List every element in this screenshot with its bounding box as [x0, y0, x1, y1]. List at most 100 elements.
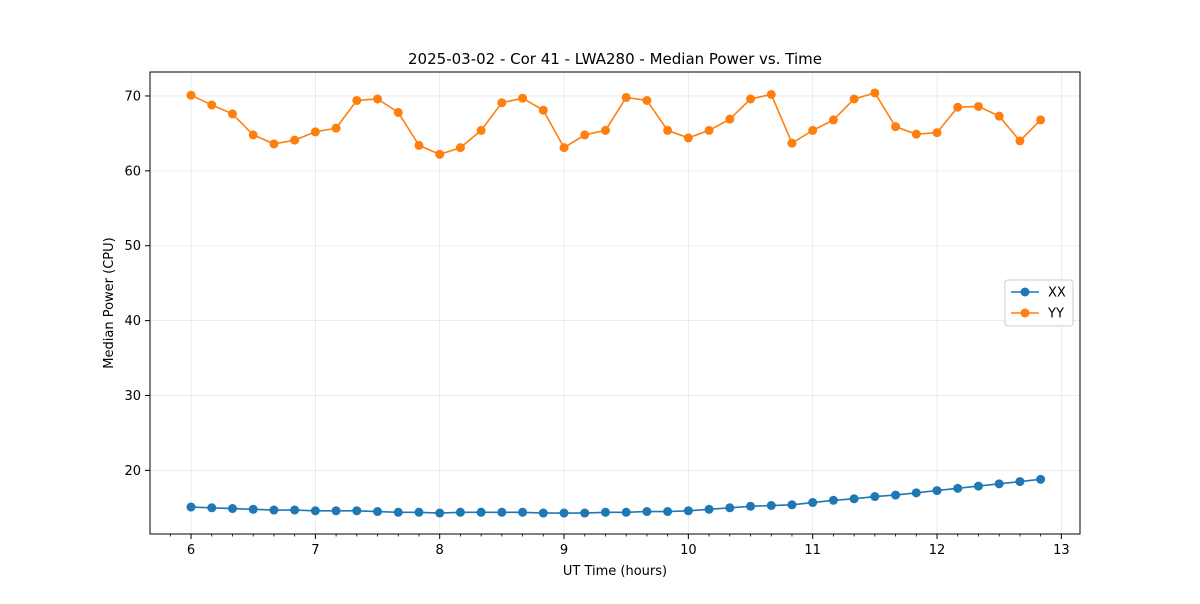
data-point-yy — [331, 123, 341, 133]
y-axis-label: Median Power (CPU) — [102, 237, 117, 368]
data-point-yy — [559, 143, 569, 153]
data-point-yy — [269, 139, 279, 149]
legend: XX YY — [1004, 279, 1074, 327]
data-point-yy — [373, 94, 383, 104]
data-point-yy — [849, 94, 859, 104]
data-point-yy — [973, 101, 983, 111]
data-point-xx — [248, 504, 258, 514]
data-point-xx — [269, 505, 279, 515]
data-point-xx — [746, 501, 756, 511]
data-point-yy — [911, 129, 921, 139]
data-point-yy — [455, 143, 465, 153]
x-tick-label: 11 — [804, 543, 821, 558]
data-point-yy — [227, 109, 237, 119]
legend-item-xx: XX — [1011, 286, 1066, 301]
data-point-yy — [600, 125, 610, 135]
data-point-xx — [642, 507, 652, 517]
data-point-xx — [973, 481, 983, 491]
data-point-xx — [290, 505, 300, 515]
data-point-yy — [683, 133, 693, 143]
data-point-xx — [518, 507, 528, 517]
data-point-xx — [849, 494, 859, 504]
data-point-yy — [1036, 115, 1046, 125]
y-tick-label: 40 — [124, 314, 141, 329]
data-point-xx — [227, 504, 237, 514]
x-tick-label: 8 — [436, 543, 444, 558]
data-point-yy — [497, 98, 507, 108]
y-tick-label: 70 — [124, 89, 141, 104]
series-yy — [186, 88, 1046, 159]
data-point-xx — [725, 503, 735, 513]
legend-label-xx: XX — [1048, 286, 1066, 301]
x-tick-label: 12 — [929, 543, 946, 558]
data-point-xx — [808, 498, 818, 508]
data-point-xx — [538, 508, 548, 518]
data-point-yy — [310, 127, 320, 137]
y-tick-label: 60 — [124, 164, 141, 179]
data-point-yy — [1015, 136, 1025, 146]
data-point-yy — [580, 130, 590, 140]
data-point-xx — [870, 492, 880, 502]
legend-marker-xx — [1020, 287, 1030, 297]
data-point-xx — [953, 483, 963, 493]
data-point-xx — [891, 490, 901, 500]
data-point-xx — [766, 501, 776, 511]
data-point-xx — [207, 503, 217, 513]
data-point-xx — [186, 502, 196, 512]
data-point-xx — [310, 506, 320, 516]
data-point-xx — [911, 488, 921, 498]
data-point-xx — [787, 500, 797, 510]
data-point-yy — [953, 102, 963, 112]
data-point-yy — [393, 107, 403, 117]
x-tick-label: 13 — [1053, 543, 1070, 558]
x-axis-label: UT Time (hours) — [563, 564, 667, 579]
series-layer — [186, 88, 1046, 518]
data-point-yy — [290, 135, 300, 145]
data-point-xx — [476, 507, 486, 517]
grid-lines — [150, 72, 1080, 534]
data-point-yy — [518, 93, 528, 103]
data-point-xx — [704, 504, 714, 514]
data-point-xx — [621, 507, 631, 517]
data-point-yy — [414, 140, 424, 150]
data-point-xx — [497, 507, 507, 517]
y-tick-label: 20 — [124, 464, 141, 479]
data-point-xx — [352, 506, 362, 516]
data-point-yy — [994, 111, 1004, 121]
data-point-xx — [331, 506, 341, 516]
data-point-yy — [828, 115, 838, 125]
data-point-xx — [455, 507, 465, 517]
data-point-yy — [435, 149, 445, 159]
data-point-xx — [994, 479, 1004, 489]
data-point-yy — [207, 100, 217, 110]
legend-label-yy: YY — [1047, 307, 1064, 322]
x-tick-label: 6 — [187, 543, 195, 558]
data-point-xx — [932, 486, 942, 496]
data-point-yy — [248, 130, 258, 140]
data-point-xx — [828, 495, 838, 505]
data-point-xx — [414, 507, 424, 517]
plot-frame — [149, 71, 1081, 535]
data-point-xx — [1015, 477, 1025, 487]
series-xx — [186, 474, 1046, 518]
data-point-xx — [600, 507, 610, 517]
data-point-yy — [746, 94, 756, 104]
data-point-xx — [393, 507, 403, 517]
y-tick-label: 50 — [124, 239, 141, 254]
data-point-xx — [1036, 474, 1046, 484]
data-point-yy — [642, 95, 652, 105]
data-point-yy — [891, 122, 901, 132]
data-point-xx — [580, 508, 590, 518]
data-point-yy — [870, 88, 880, 98]
x-tick-label: 9 — [560, 543, 568, 558]
y-tick-label: 30 — [124, 389, 141, 404]
data-point-yy — [663, 125, 673, 135]
axes: 6 7 8 9 10 11 12 13 20 30 40 50 60 70 — [124, 89, 1069, 558]
data-point-xx — [663, 507, 673, 517]
data-point-xx — [559, 508, 569, 518]
legend-marker-yy — [1020, 308, 1030, 318]
x-tick-label: 7 — [311, 543, 319, 558]
x-tick-label: 10 — [680, 543, 697, 558]
